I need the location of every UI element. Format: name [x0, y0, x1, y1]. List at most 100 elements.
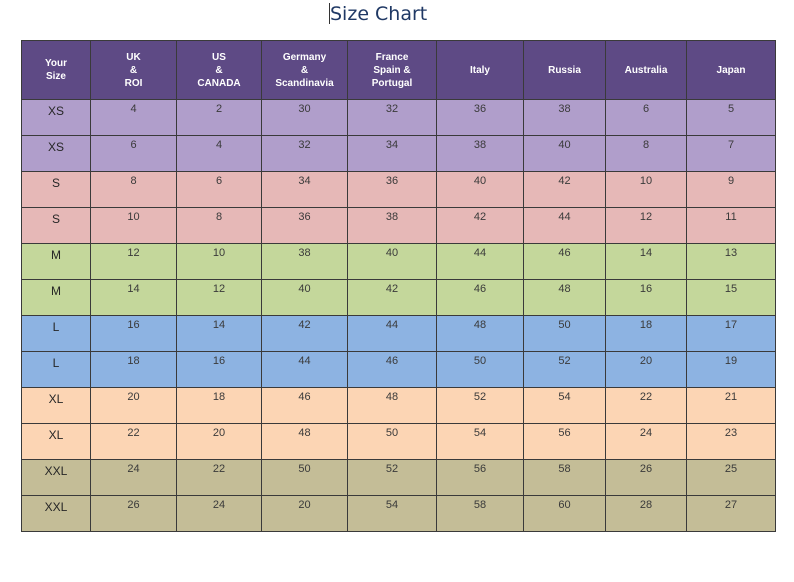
germany-cell: 38: [261, 243, 348, 280]
size-cell: M: [21, 279, 91, 316]
italy-cell: 50: [436, 351, 524, 388]
japan-cell: 15: [686, 279, 776, 316]
japan-cell: 5: [686, 99, 776, 136]
australia-cell: 8: [605, 135, 687, 172]
france-cell: 32: [347, 99, 437, 136]
italy-cell: 36: [436, 99, 524, 136]
uk-cell: 22: [90, 423, 177, 460]
us-cell: 2: [176, 99, 262, 136]
uk-cell: 6: [90, 135, 177, 172]
text-cursor: [329, 3, 330, 24]
table-row: M 14 12 40 42 46 48 16 15: [21, 279, 776, 316]
australia-cell: 22: [605, 387, 687, 424]
germany-cell: 20: [261, 495, 348, 532]
france-cell: 50: [347, 423, 437, 460]
france-cell: 54: [347, 495, 437, 532]
italy-cell: 40: [436, 171, 524, 208]
australia-cell: 20: [605, 351, 687, 388]
header-row: Your Size UK & ROI US & CANADA Germany &…: [21, 40, 776, 100]
us-cell: 12: [176, 279, 262, 316]
germany-cell: 40: [261, 279, 348, 316]
germany-cell: 30: [261, 99, 348, 136]
size-table-body: XS 4 2 30 32 36 38 6 5 XS 6 4 32 34 38 40 8 7 S 8 6 34 36 40 42 1…: [21, 99, 776, 532]
us-cell: 18: [176, 387, 262, 424]
table-row: XXL 26 24 20 54 58 60 28 27: [21, 495, 776, 532]
table-row: XS 6 4 32 34 38 40 8 7: [21, 135, 776, 172]
us-cell: 16: [176, 351, 262, 388]
document-title: Size Chart: [329, 2, 427, 28]
us-cell: 24: [176, 495, 262, 532]
uk-cell: 16: [90, 315, 177, 352]
australia-cell: 26: [605, 459, 687, 496]
uk-cell: 4: [90, 99, 177, 136]
header-uk-roi: UK & ROI: [90, 40, 177, 100]
header-japan: Japan: [686, 40, 776, 100]
table-row: XXL 24 22 50 52 56 58 26 25: [21, 459, 776, 496]
france-cell: 46: [347, 351, 437, 388]
japan-cell: 21: [686, 387, 776, 424]
size-cell: M: [21, 243, 91, 280]
header-us-canada: US & CANADA: [176, 40, 262, 100]
russia-cell: 46: [523, 243, 606, 280]
germany-cell: 48: [261, 423, 348, 460]
table-row: XL 20 18 46 48 52 54 22 21: [21, 387, 776, 424]
france-cell: 40: [347, 243, 437, 280]
size-cell: XS: [21, 135, 91, 172]
australia-cell: 12: [605, 207, 687, 244]
uk-cell: 14: [90, 279, 177, 316]
russia-cell: 58: [523, 459, 606, 496]
table-row: S 10 8 36 38 42 44 12 11: [21, 207, 776, 244]
us-cell: 4: [176, 135, 262, 172]
us-cell: 10: [176, 243, 262, 280]
us-cell: 20: [176, 423, 262, 460]
germany-cell: 50: [261, 459, 348, 496]
germany-cell: 42: [261, 315, 348, 352]
australia-cell: 28: [605, 495, 687, 532]
title-text: Size Chart: [330, 3, 428, 25]
australia-cell: 6: [605, 99, 687, 136]
japan-cell: 27: [686, 495, 776, 532]
header-france-spain-portugal: France Spain & Portugal: [347, 40, 437, 100]
size-chart-table: Your Size UK & ROI US & CANADA Germany &…: [21, 40, 776, 532]
us-cell: 8: [176, 207, 262, 244]
italy-cell: 56: [436, 459, 524, 496]
russia-cell: 40: [523, 135, 606, 172]
us-cell: 6: [176, 171, 262, 208]
uk-cell: 10: [90, 207, 177, 244]
japan-cell: 9: [686, 171, 776, 208]
russia-cell: 44: [523, 207, 606, 244]
table-row: M 12 10 38 40 44 46 14 13: [21, 243, 776, 280]
uk-cell: 20: [90, 387, 177, 424]
france-cell: 44: [347, 315, 437, 352]
italy-cell: 52: [436, 387, 524, 424]
table-row: S 8 6 34 36 40 42 10 9: [21, 171, 776, 208]
germany-cell: 44: [261, 351, 348, 388]
size-cell: L: [21, 351, 91, 388]
table-row: XS 4 2 30 32 36 38 6 5: [21, 99, 776, 136]
france-cell: 42: [347, 279, 437, 316]
japan-cell: 7: [686, 135, 776, 172]
italy-cell: 44: [436, 243, 524, 280]
australia-cell: 10: [605, 171, 687, 208]
header-russia: Russia: [523, 40, 606, 100]
australia-cell: 18: [605, 315, 687, 352]
table-row: L 18 16 44 46 50 52 20 19: [21, 351, 776, 388]
russia-cell: 38: [523, 99, 606, 136]
size-cell: XXL: [21, 459, 91, 496]
japan-cell: 23: [686, 423, 776, 460]
header-italy: Italy: [436, 40, 524, 100]
russia-cell: 50: [523, 315, 606, 352]
japan-cell: 17: [686, 315, 776, 352]
italy-cell: 54: [436, 423, 524, 460]
france-cell: 36: [347, 171, 437, 208]
germany-cell: 46: [261, 387, 348, 424]
russia-cell: 56: [523, 423, 606, 460]
header-germany-scandinavia: Germany & Scandinavia: [261, 40, 348, 100]
germany-cell: 34: [261, 171, 348, 208]
australia-cell: 24: [605, 423, 687, 460]
japan-cell: 11: [686, 207, 776, 244]
japan-cell: 25: [686, 459, 776, 496]
uk-cell: 8: [90, 171, 177, 208]
uk-cell: 12: [90, 243, 177, 280]
uk-cell: 24: [90, 459, 177, 496]
